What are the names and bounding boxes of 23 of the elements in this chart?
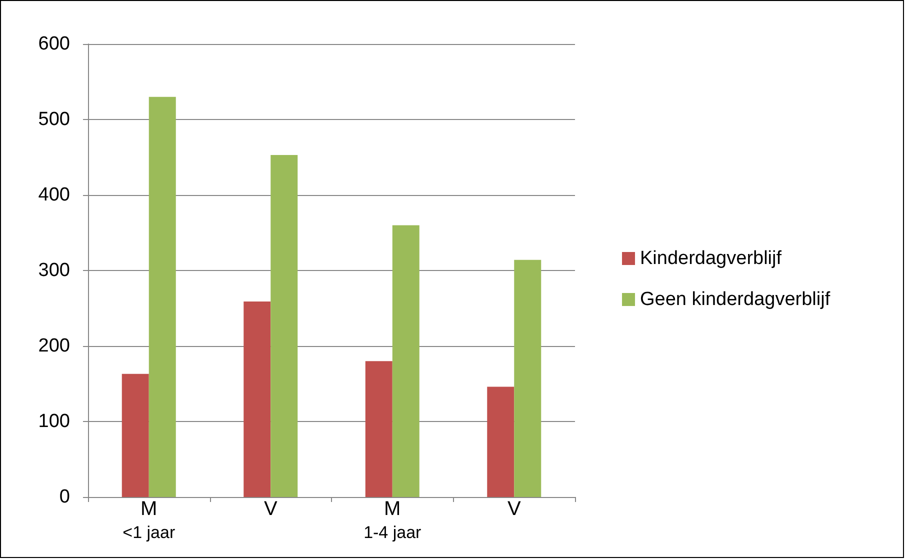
bar (487, 386, 514, 497)
y-tick-label: 600 (38, 34, 70, 54)
x-tick-label: M (384, 498, 401, 520)
bar (365, 361, 392, 497)
bar (392, 225, 420, 497)
y-tick-label: 400 (38, 184, 70, 206)
y-tick-label: 500 (38, 109, 70, 130)
legend-label: Kinderdagverblijf (640, 248, 782, 269)
x-tick-label: M (140, 498, 158, 520)
bar (270, 154, 298, 497)
x-tick-label: V (264, 498, 278, 520)
y-tick-label: 100 (38, 411, 70, 432)
x-tick-label: V (507, 498, 522, 520)
bar (122, 374, 149, 497)
y-tick-label: 300 (38, 260, 70, 281)
y-tick-label: 0 (59, 486, 70, 508)
legend-label: Geen kinderdagverblijf (640, 289, 831, 310)
text: <1 jaar (122, 523, 176, 542)
text: 1-4 jaar (364, 523, 422, 542)
bar (514, 260, 542, 497)
y-tick-label: 200 (38, 336, 70, 356)
bar (244, 301, 271, 497)
bar (148, 96, 176, 497)
